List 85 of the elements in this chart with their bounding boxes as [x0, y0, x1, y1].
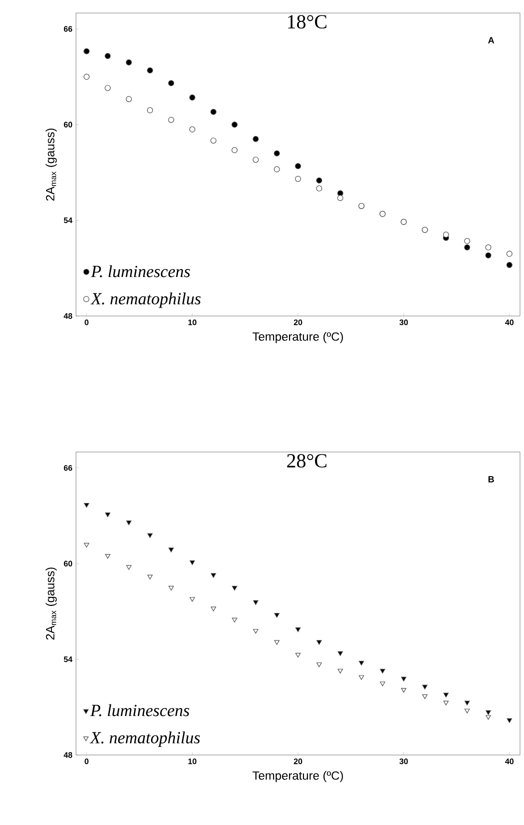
- chart-title: 28°C: [287, 454, 326, 468]
- point: [147, 67, 154, 74]
- point: [190, 560, 195, 566]
- point: [252, 156, 259, 163]
- point: [401, 676, 406, 682]
- point: [274, 150, 280, 156]
- point: [147, 107, 154, 114]
- point: [84, 502, 90, 508]
- point: [126, 520, 132, 526]
- point: [422, 694, 428, 699]
- point: [443, 700, 449, 706]
- x-axis-title: Temperature (ºC): [252, 332, 343, 344]
- point: [464, 244, 470, 250]
- point: [358, 675, 364, 680]
- point: [104, 84, 111, 91]
- point: [210, 138, 216, 144]
- point: [232, 122, 238, 128]
- point: [210, 573, 216, 578]
- point: [464, 700, 470, 706]
- chart-title: 18°C: [288, 15, 326, 29]
- point: [401, 688, 406, 693]
- point: [380, 682, 386, 686]
- point: [358, 660, 364, 666]
- point: [232, 618, 238, 622]
- legend-label: X. nematophilus: [90, 732, 200, 747]
- point: [84, 48, 90, 54]
- point: [232, 147, 238, 154]
- point: [338, 651, 343, 656]
- point: [84, 542, 90, 548]
- point: [252, 136, 259, 142]
- point: [168, 80, 174, 86]
- point: [316, 640, 322, 645]
- point: [295, 176, 302, 182]
- point: [126, 96, 132, 102]
- x-axis-title: Temperature (ºC): [252, 771, 343, 782]
- point: [147, 574, 153, 580]
- point: [486, 715, 491, 720]
- point: [295, 627, 301, 632]
- point: [253, 600, 258, 605]
- point: [443, 692, 449, 698]
- point: [168, 116, 174, 123]
- point: [464, 708, 470, 714]
- point: [295, 163, 302, 170]
- point: [380, 668, 386, 674]
- point: [338, 668, 343, 674]
- annotation: A: [488, 37, 494, 44]
- point: [84, 74, 90, 80]
- point: [105, 512, 110, 518]
- point: [316, 662, 322, 668]
- point: [485, 244, 492, 250]
- point: [422, 684, 428, 690]
- point: [316, 185, 322, 192]
- point: [316, 177, 322, 184]
- point: [168, 586, 174, 591]
- y-axis-title: 2A$_{max}$ (gauss): [46, 568, 57, 640]
- point: [506, 718, 512, 723]
- point: [189, 94, 196, 101]
- legend-label: P. luminescens: [90, 704, 190, 716]
- point: [337, 194, 344, 201]
- point: [104, 53, 111, 60]
- point: [232, 586, 238, 591]
- point: [485, 252, 492, 258]
- point: [486, 710, 491, 715]
- point: [295, 652, 301, 658]
- point: [105, 554, 110, 559]
- point: [126, 59, 132, 66]
- point: [253, 628, 258, 634]
- point: [168, 548, 174, 552]
- point: [189, 126, 196, 132]
- annotation: B: [488, 476, 494, 482]
- legend-label: X. nematophilus: [90, 292, 201, 308]
- point: [147, 533, 153, 538]
- point: [126, 565, 132, 570]
- point: [190, 597, 195, 602]
- point: [210, 606, 216, 612]
- legend-label: P. luminescens: [90, 265, 190, 278]
- point: [506, 250, 512, 257]
- point: [210, 108, 216, 115]
- point: [443, 232, 450, 238]
- y-axis-title: 2A$_{max}$ (gauss): [46, 128, 57, 201]
- point: [506, 262, 512, 268]
- point: [274, 640, 280, 645]
- point: [274, 166, 280, 172]
- point: [274, 613, 280, 618]
- point: [464, 238, 470, 244]
